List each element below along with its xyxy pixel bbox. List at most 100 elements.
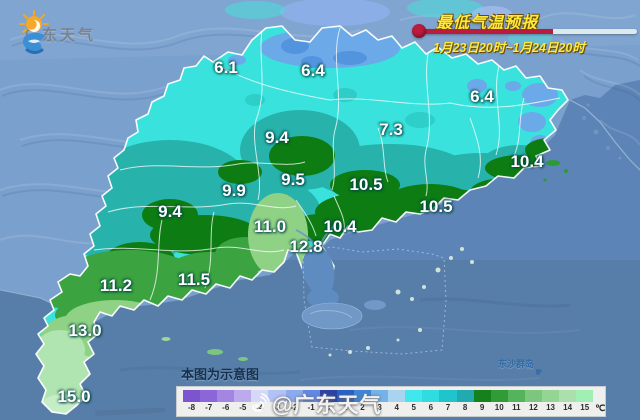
- border-temp-tints: [225, 0, 552, 48]
- legend-tick-label: 14: [563, 403, 573, 412]
- legend-tick-label: 10: [494, 403, 504, 412]
- thermometer-bar: [419, 29, 637, 34]
- legend-tick-label: 5: [411, 403, 416, 412]
- legend-swatch: [302, 390, 320, 402]
- legend-cell: -1: [302, 390, 320, 412]
- legend-swatch: [422, 390, 440, 402]
- legend-cell: 13: [541, 390, 560, 412]
- legend-swatch: [405, 390, 423, 402]
- legend-tick-label: 8: [462, 403, 468, 412]
- temp-label: 10.5: [419, 197, 453, 216]
- province-border: [35, 25, 569, 415]
- legend-swatch: [456, 390, 474, 402]
- legend-swatch: [336, 390, 354, 402]
- legend-cell: -3: [268, 390, 286, 412]
- legend-swatch: [319, 390, 337, 402]
- legend-cell: 9: [473, 390, 491, 412]
- legend-swatch: [507, 390, 525, 402]
- legend-swatch: [388, 390, 406, 402]
- legend-swatch: [439, 390, 457, 402]
- legend-swatch: [234, 390, 252, 402]
- legend-tick-label: 15: [580, 403, 590, 412]
- page-title: 最低气温预报: [436, 15, 539, 32]
- legend-swatch: [200, 390, 218, 402]
- legend-cell: 1: [336, 390, 354, 412]
- legend-tick-label: 2: [360, 403, 365, 412]
- legend-tick-label: -6: [222, 403, 230, 412]
- legend-swatch: [541, 390, 560, 402]
- legend-swatch: [490, 390, 508, 402]
- island-marker-icon: [536, 369, 540, 375]
- temp-label: 9.5: [281, 170, 305, 189]
- legend-cell: 0: [319, 390, 337, 412]
- dongsha-islands-label: 东沙群岛: [498, 357, 540, 375]
- legend-tick-label: 12: [528, 403, 538, 412]
- temp-label: 6.4: [470, 87, 494, 106]
- legend-tick-label: -3: [273, 403, 281, 412]
- city-boundaries: [93, 27, 561, 301]
- legend-tick-label: -7: [205, 403, 213, 412]
- thermometer-bulb-icon: [412, 24, 426, 38]
- legend-tick-label: -5: [239, 403, 247, 412]
- islands: [95, 103, 622, 416]
- legend-cell: 10: [490, 390, 508, 412]
- temp-label: 10.4: [510, 152, 544, 171]
- temp-label: 10.4: [323, 217, 357, 236]
- legend-swatch: [473, 390, 491, 402]
- legend-cell: 8: [456, 390, 474, 412]
- legend-cell: 6: [422, 390, 440, 412]
- sun-cloud-swirl-icon: [19, 10, 49, 54]
- legend-tick-label: 1: [343, 403, 348, 412]
- legend-cell: 12: [524, 390, 542, 412]
- temp-label: 15.0: [57, 387, 91, 406]
- legend-scale: -8 -7 -6 -5 -4 -3 -2 -1 0 1 2 3 4 5 6 7 8 9 10 11 12 13 14 15: [183, 390, 594, 412]
- temp-label: 7.3: [379, 120, 403, 139]
- legend-tick-label: -2: [290, 403, 298, 412]
- legend-tick-label: 0: [326, 403, 331, 412]
- legend-cell: 4: [388, 390, 406, 412]
- legend-cell: -5: [234, 390, 252, 412]
- legend-tick-label: 4: [394, 403, 399, 412]
- legend-tick-label: 9: [479, 403, 485, 412]
- legend-tick-label: 6: [428, 403, 434, 412]
- legend-swatch: [559, 390, 577, 402]
- legend-cell: -2: [285, 390, 303, 412]
- marine-zone-dashed-boundary: [302, 246, 447, 355]
- legend-swatch: [268, 390, 286, 402]
- map-disclaimer: 本图为示意图: [181, 367, 260, 382]
- legend-swatch: [353, 390, 372, 402]
- temp-label: 9.4: [158, 202, 182, 221]
- legend-cell: 2: [353, 390, 372, 412]
- legend-cell: -6: [217, 390, 235, 412]
- legend-tick-label: 11: [512, 403, 521, 412]
- legend-tick-label: -1: [307, 403, 315, 412]
- forecast-period: 1月23日20时~1月24日20时: [433, 41, 585, 55]
- temp-label: 11.5: [177, 270, 211, 289]
- legend-tick-label: -8: [187, 403, 196, 412]
- temp-label: 13.0: [68, 321, 102, 340]
- legend-swatch: [371, 390, 389, 402]
- legend-unit: ℃: [595, 403, 606, 413]
- temp-label: 11.2: [99, 276, 133, 295]
- weibo-icon: [252, 393, 270, 412]
- temp-label: 12.8: [289, 237, 323, 256]
- legend-cell: -8: [183, 390, 201, 412]
- legend-tick-label: 7: [445, 403, 451, 412]
- legend-swatch: [183, 390, 201, 402]
- legend-cell: 14: [559, 390, 577, 412]
- station-logo: 广东天气: [18, 10, 97, 54]
- logo-text: 广东天气: [24, 27, 97, 44]
- legend-swatch: [285, 390, 303, 402]
- legend-swatch: [524, 390, 542, 402]
- weibo-watermark: @广东天气: [248, 389, 381, 419]
- legend-cell: 5: [405, 390, 423, 412]
- legend-swatch: [576, 390, 594, 402]
- legend-cell: -7: [200, 390, 218, 412]
- temp-label: 9.4: [265, 128, 289, 147]
- legend-tick-label: 13: [546, 403, 555, 412]
- temp-label: 10.5: [349, 175, 383, 194]
- temperature-legend: -8 -7 -6 -5 -4 -3 -2 -1 0 1 2 3 4 5 6 7 8 9 10 11 12 13 14 15 ℃: [176, 386, 606, 417]
- pearl-river-estuary: [295, 225, 339, 308]
